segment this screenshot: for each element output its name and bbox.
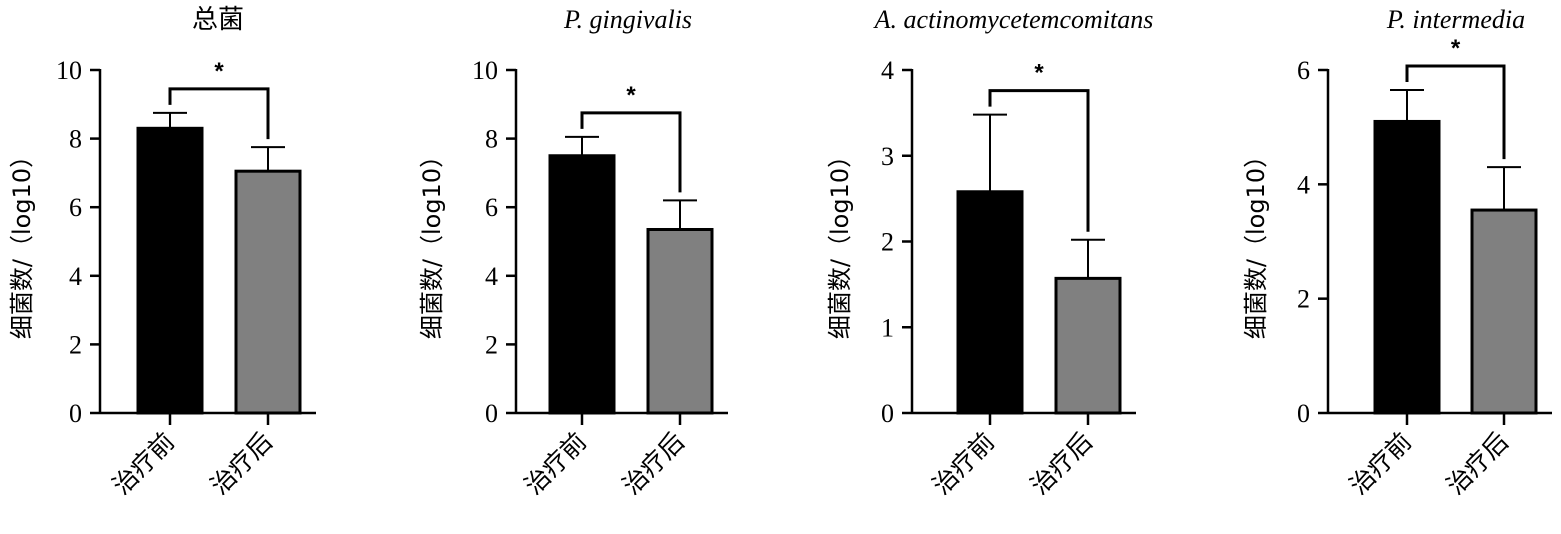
bar-after xyxy=(1470,208,1538,415)
bar-before xyxy=(136,126,204,415)
y-axis-label: 细菌数/（log10） xyxy=(1242,144,1270,339)
x-category-label: 治疗前 xyxy=(107,427,181,501)
y-tick-label: 6 xyxy=(485,193,498,222)
x-category-label: 治疗前 xyxy=(1344,427,1418,501)
y-tick-label: 10 xyxy=(472,56,498,85)
chart-panel-3: A. actinomycetemcomitans 细菌数/（log10） 0 1 2 3 4… xyxy=(826,5,1153,500)
y-axis-label: 细菌数/（log10） xyxy=(826,144,854,339)
y-tick-label: 10 xyxy=(56,56,82,85)
y-tick-label: 0 xyxy=(1297,399,1310,428)
significance-bracket xyxy=(580,111,682,193)
bar-before xyxy=(548,154,616,415)
bar-before xyxy=(1373,119,1441,415)
x-category-label: 治疗后 xyxy=(1441,427,1515,501)
y-tick-label: 2 xyxy=(881,228,894,257)
y-tick-label: 4 xyxy=(881,56,894,85)
y-tick-label: 4 xyxy=(485,262,498,291)
x-category-label: 治疗前 xyxy=(519,427,593,501)
y-tick-label: 6 xyxy=(1297,56,1310,85)
significance-marker: * xyxy=(626,82,636,109)
y-tick-label: 6 xyxy=(69,193,82,222)
y-tick-label: 8 xyxy=(485,125,498,154)
x-category-label: 治疗后 xyxy=(1025,427,1099,501)
significance-bracket xyxy=(988,89,1090,232)
y-tick-label: 0 xyxy=(881,399,894,428)
y-tick-label: 0 xyxy=(485,399,498,428)
x-category-label: 治疗后 xyxy=(617,427,691,501)
chart-title: P. gingivalis xyxy=(563,5,692,34)
chart-panel-4: P. intermedia 细菌数/（log10） 0 2 4 6 治疗前 治疗后 * xyxy=(1242,5,1552,500)
y-tick-label: 3 xyxy=(881,142,894,171)
chart-title: P. intermedia xyxy=(1386,5,1525,34)
significance-bracket xyxy=(1405,64,1506,160)
bar-after xyxy=(234,169,302,415)
y-axis-label: 细菌数/（log10） xyxy=(418,144,446,339)
y-tick-label: 2 xyxy=(69,330,82,359)
y-tick-label: 2 xyxy=(1297,285,1310,314)
y-axis-label: 细菌数/（log10） xyxy=(8,144,36,339)
x-category-label: 治疗后 xyxy=(205,427,279,501)
x-category-label: 治疗前 xyxy=(927,427,1001,501)
significance-marker: * xyxy=(214,58,224,85)
significance-marker: * xyxy=(1451,35,1461,62)
y-tick-label: 8 xyxy=(69,125,82,154)
bar-after xyxy=(1054,276,1122,415)
chart-title: A. actinomycetemcomitans xyxy=(873,5,1154,34)
y-tick-label: 4 xyxy=(1297,170,1310,199)
y-tick-label: 0 xyxy=(69,399,82,428)
chart-panel-2: P. gingivalis 细菌数/（log10） 0 2 4 6 8 10 治疗前 治疗后 * xyxy=(418,5,728,500)
chart-title: 总菌 xyxy=(192,5,244,34)
bar-before xyxy=(956,190,1024,415)
y-tick-label: 1 xyxy=(881,313,894,342)
y-tick-label: 4 xyxy=(69,262,82,291)
y-tick-label: 2 xyxy=(485,330,498,359)
bar-after xyxy=(646,227,714,415)
significance-bracket xyxy=(168,87,270,140)
significance-marker: * xyxy=(1034,60,1044,87)
